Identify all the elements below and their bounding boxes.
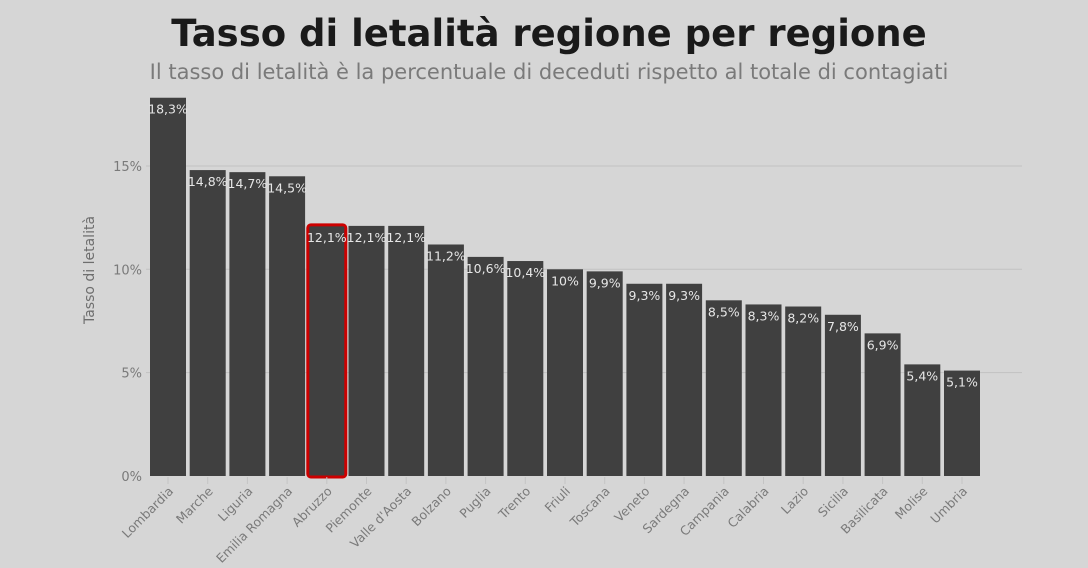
bar [745,304,782,476]
data-label: 8,3% [748,308,780,323]
x-tick-label: Trento [495,484,534,523]
data-label: 14,5% [267,180,307,195]
x-tick-label: Lazio [778,484,811,517]
data-label: 9,3% [629,288,661,303]
bar [626,283,663,476]
data-label: 8,2% [787,311,819,326]
bar [308,225,345,476]
data-label: 7,8% [827,319,859,334]
data-label: 14,8% [188,174,228,189]
x-tick-label: Puglia [456,484,493,521]
bar [666,283,703,476]
data-label: 12,1% [386,230,426,245]
bar [388,225,425,476]
x-tick-label: Calabria [724,484,771,531]
bar [150,97,186,476]
bar [824,314,861,476]
data-label: 8,5% [708,304,740,319]
x-tick-label: Molise [892,483,931,522]
y-tick-label: 10% [113,263,142,278]
bar [705,300,742,476]
bar [189,170,226,477]
data-label: 14,7% [228,176,268,191]
bar [427,244,464,476]
bar [467,256,504,476]
y-axis-label: Tasso di letalità [82,216,98,325]
bar [269,176,306,476]
bar [348,225,385,476]
x-tick-label: Bolzano [408,484,454,530]
x-tick-label: Toscana [566,484,613,531]
bar [507,261,544,476]
y-tick-label: 5% [121,367,142,382]
bar [547,269,583,476]
x-tick-label: Sicilia [815,484,851,520]
data-label: 9,9% [589,275,621,290]
data-label: 5,1% [946,375,978,390]
bar [864,333,901,476]
chart-title: Tasso di letalità regione per regione [171,12,927,55]
bar [944,370,980,476]
data-label: 10,4% [505,265,545,280]
bar [785,306,822,476]
data-label: 10% [551,273,579,288]
x-tick-label: Friuli [541,484,573,516]
data-label: 12,1% [347,230,387,245]
bar [586,271,623,476]
chart-subtitle: Il tasso di letalità è la percentuale di… [149,60,949,84]
data-label: 6,9% [867,337,899,352]
y-tick-label: 15% [113,160,142,175]
x-tick-label: Marche [173,483,216,526]
data-label: 9,3% [668,288,700,303]
bar [904,364,941,476]
y-tick-label: 0% [121,470,142,485]
bar [229,172,266,476]
x-tick-label: Emilia Romagna [213,484,295,566]
x-tick-label: Lombardia [119,484,176,541]
data-label: 10,6% [466,261,506,276]
data-label: 11,2% [426,248,466,263]
data-label: 12,1% [307,230,347,245]
data-label: 18,3% [148,102,188,117]
data-label: 5,4% [906,368,938,383]
x-tick-label: Umbria [927,484,970,527]
